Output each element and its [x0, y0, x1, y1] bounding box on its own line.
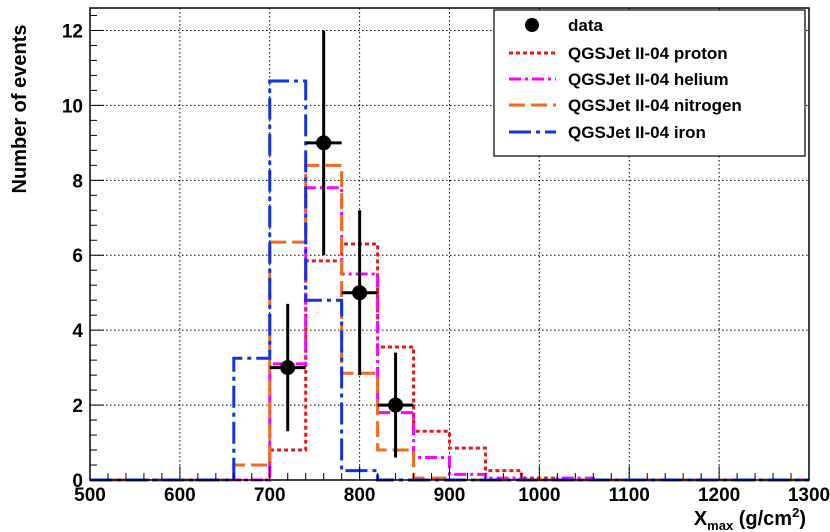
x-axis-title-unit-close: ): [799, 508, 806, 530]
axis-ticks: [89, 14, 810, 481]
data-points-layer: [269, 30, 414, 458]
y-tick-label: 0: [72, 471, 83, 492]
y-tick-label: 6: [72, 246, 83, 267]
data-marker: [316, 135, 332, 151]
x-tick-label: 600: [164, 485, 196, 506]
legend-label-nitrogen: QGSJet II-04 nitrogen: [568, 96, 742, 115]
data-marker: [388, 397, 404, 413]
y-tick-label: 4: [72, 321, 83, 342]
tick-labels: 500 600 700 800 900 1000 1100 1200 1300 0 2 4 6 8 10 12: [62, 21, 830, 506]
y-tick-label: 8: [72, 171, 83, 192]
data-point: [269, 303, 306, 432]
x-tick-label: 1000: [518, 485, 560, 506]
y-tick-label: 10: [62, 96, 83, 117]
data-marker: [280, 360, 296, 376]
x-tick-label: 700: [254, 485, 286, 506]
legend-label-iron: QGSJet II-04 iron: [568, 123, 706, 142]
y-tick-label: 2: [72, 396, 83, 417]
x-axis-title: Xmax (g/cm2): [694, 505, 806, 532]
legend-label-proton: QGSJet II-04 proton: [568, 44, 728, 63]
data-marker: [352, 285, 368, 301]
y-axis-title: Number of events: [9, 25, 31, 194]
x-tick-label: 1300: [788, 485, 830, 506]
legend-label-data: data: [568, 16, 604, 35]
x-tick-label: 900: [434, 485, 466, 506]
x-tick-label: 1200: [698, 485, 740, 506]
y-tick-label: 12: [62, 21, 83, 42]
legend-marker-data: [525, 18, 539, 32]
x-axis-title-sub: max: [707, 518, 734, 532]
data-point: [305, 30, 342, 256]
x-tick-label: 800: [344, 485, 376, 506]
data-point: [377, 352, 414, 458]
x-tick-label: 1100: [609, 485, 650, 506]
x-axis-title-main: X: [694, 508, 708, 530]
x-axis-title-sup: 2: [792, 505, 799, 520]
x-axis-title-unit-open: (g/cm: [733, 508, 792, 530]
x-tick-label: 500: [74, 485, 106, 506]
data-point: [341, 210, 378, 376]
legend: data QGSJet II-04 proton QGSJet II-04 he…: [493, 9, 806, 157]
legend-label-helium: QGSJet II-04 helium: [568, 70, 729, 89]
